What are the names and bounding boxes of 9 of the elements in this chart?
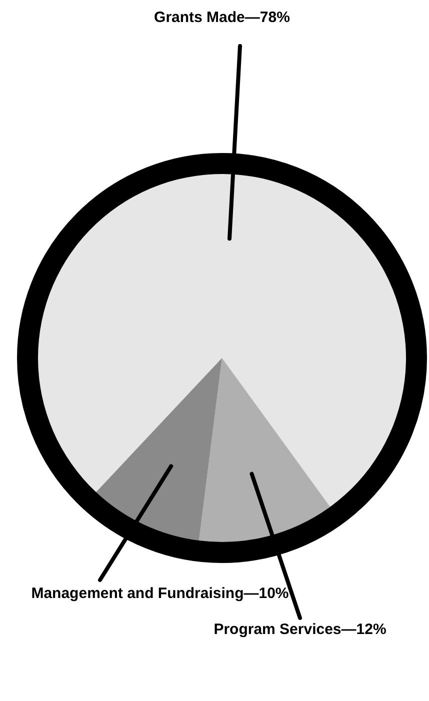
slice-label: Program Services [214, 621, 342, 638]
pie-slice [198, 358, 330, 542]
data-label: —78% [244, 9, 290, 26]
data-label: —10% [244, 585, 289, 602]
data-label: —12% [341, 621, 386, 638]
slice-label: Management and Fundraising [31, 585, 244, 602]
pie-slice [38, 174, 406, 507]
pie-slice [96, 358, 222, 541]
slice-label: Grants Made [154, 9, 245, 26]
